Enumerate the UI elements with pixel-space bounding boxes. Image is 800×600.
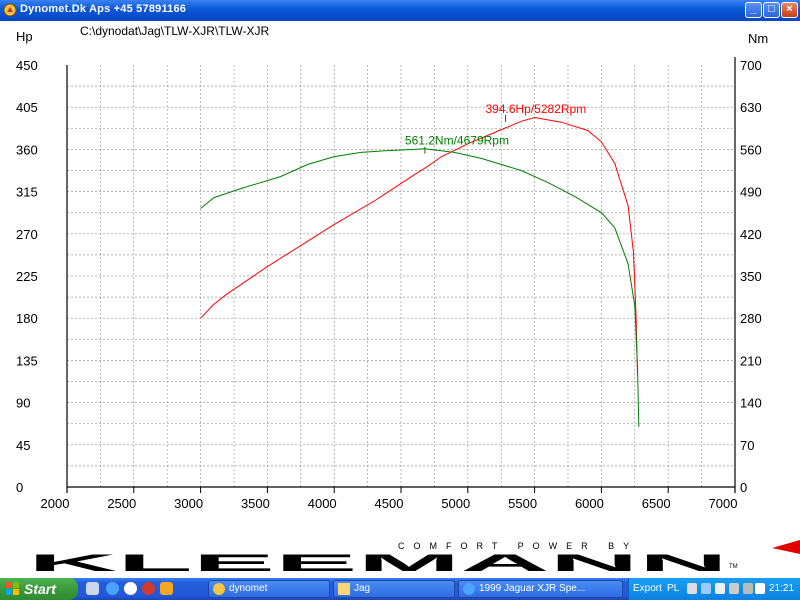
- red-arrow-icon: [772, 540, 800, 554]
- x-tick-label: 4500: [375, 496, 404, 511]
- x-tick-label: 6000: [575, 496, 604, 511]
- tray-export[interactable]: Export: [633, 583, 662, 594]
- x-tick-label: 7000: [709, 496, 738, 511]
- right-tick-label: 560: [740, 142, 762, 157]
- minimize-button[interactable]: _: [745, 2, 762, 18]
- close-button[interactable]: ×: [781, 2, 798, 18]
- volume-icon[interactable]: [729, 583, 739, 594]
- task-dynomet[interactable]: dynomet: [208, 580, 330, 598]
- task-label: dynomet: [229, 583, 268, 594]
- windows-flag-icon: [6, 582, 19, 595]
- tick-labels: 2000 2500 3000 3500 4000 4500 5000 5500 6000 6500…: [16, 58, 762, 511]
- kleemann-logo: COMFORT POWER BY KLEEMANN TM: [28, 540, 800, 576]
- series-line-hp: [200, 116, 638, 375]
- system-tray: Export PL 21:21: [628, 578, 800, 600]
- x-tick-label: 2500: [107, 496, 136, 511]
- maximize-button[interactable]: □: [763, 2, 780, 18]
- grid: [67, 65, 735, 487]
- dyno-chart: C:\dynodat\Jag\TLW-XJR\TLW-XJR Hp Nm 200…: [16, 24, 768, 511]
- logo-tm: TM: [729, 564, 738, 570]
- left-tick-label: 225: [16, 269, 38, 284]
- x-tick-label: 4000: [308, 496, 337, 511]
- x-tick-label: 3000: [174, 496, 203, 511]
- window-title: Dynomet.Dk Aps +45 57891166: [20, 3, 187, 15]
- left-tick-label: 180: [16, 311, 38, 326]
- quicklaunch-icon-4[interactable]: [142, 582, 155, 595]
- logo-subtitle: COMFORT POWER BY: [398, 541, 638, 551]
- right-tick-label: 350: [740, 269, 762, 284]
- task-label: Jag: [354, 583, 371, 594]
- start-button[interactable]: Start: [0, 578, 78, 600]
- task-label: 1999 Jaguar XJR Spe...: [479, 583, 586, 594]
- right-tick-label: 280: [740, 311, 762, 326]
- quicklaunch-icon-1[interactable]: [86, 582, 99, 595]
- x-tick-label: 5500: [508, 496, 537, 511]
- dynomet-app-icon: [3, 3, 17, 17]
- ie-icon: [463, 583, 475, 595]
- series-lines: [200, 116, 640, 427]
- right-tick-label: 210: [740, 353, 762, 368]
- x-tick-label: 2000: [41, 496, 70, 511]
- file-path: C:\dynodat\Jag\TLW-XJR\TLW-XJR: [80, 24, 269, 38]
- axes: [66, 57, 736, 493]
- minimize-icon: _: [750, 3, 757, 15]
- language-indicator[interactable]: PL: [667, 583, 680, 594]
- left-tick-label: 450: [16, 58, 38, 73]
- left-tick-label: 0: [16, 480, 23, 495]
- left-tick-label: 270: [16, 227, 38, 242]
- clock: 21:21: [769, 583, 795, 594]
- start-label: Start: [24, 581, 56, 597]
- right-tick-label: 420: [740, 227, 762, 242]
- peak-labels: 394.6Hp/5282Rpm 561.2Nm/4679Rpm: [405, 102, 586, 154]
- peak-label-nm: 561.2Nm/4679Rpm: [405, 134, 509, 148]
- right-tick-label: 140: [740, 396, 762, 411]
- task-browser[interactable]: 1999 Jaguar XJR Spe...: [458, 580, 623, 598]
- left-tick-label: 90: [16, 396, 30, 411]
- left-tick-label: 315: [16, 185, 38, 200]
- left-tick-label: 45: [16, 438, 30, 453]
- right-tick-label: 490: [740, 185, 762, 200]
- dynomet-icon: [213, 583, 225, 595]
- ie-icon[interactable]: [106, 582, 119, 595]
- task-jag-folder[interactable]: Jag: [333, 580, 455, 598]
- left-tick-label: 360: [16, 142, 38, 157]
- x-tick-label: 3500: [241, 496, 270, 511]
- tray-icon-1[interactable]: [687, 583, 697, 594]
- right-tick-label: 0: [740, 480, 747, 495]
- window-title-bar: Dynomet.Dk Aps +45 57891166 _ □ ×: [0, 0, 800, 21]
- right-axis-label: Nm: [748, 31, 768, 46]
- left-axis-label: Hp: [16, 29, 33, 44]
- folder-icon: [338, 583, 350, 595]
- x-tick-label: 5000: [441, 496, 470, 511]
- x-tick-label: 6500: [642, 496, 671, 511]
- tray-icon-2[interactable]: [701, 583, 711, 594]
- right-tick-label: 70: [740, 438, 754, 453]
- right-tick-label: 700: [740, 58, 762, 73]
- right-tick-label: 630: [740, 100, 762, 115]
- taskbar: Start dynomet Jag 1999 Jaguar XJR Spe...…: [0, 578, 800, 600]
- close-icon: ×: [786, 3, 793, 15]
- left-tick-label: 135: [16, 353, 38, 368]
- network-icon[interactable]: [743, 583, 753, 594]
- series-line-nm: [200, 148, 640, 427]
- left-tick-label: 405: [16, 100, 38, 115]
- tray-icon-6[interactable]: [755, 583, 765, 594]
- tray-icon-3[interactable]: [715, 583, 725, 594]
- logo-wordmark: KLEEMANN: [28, 550, 728, 576]
- peak-label-hp: 394.6Hp/5282Rpm: [485, 102, 586, 116]
- maximize-icon: □: [768, 3, 775, 15]
- quicklaunch-icon-5[interactable]: [160, 582, 173, 595]
- quicklaunch-icon-3[interactable]: [124, 582, 137, 595]
